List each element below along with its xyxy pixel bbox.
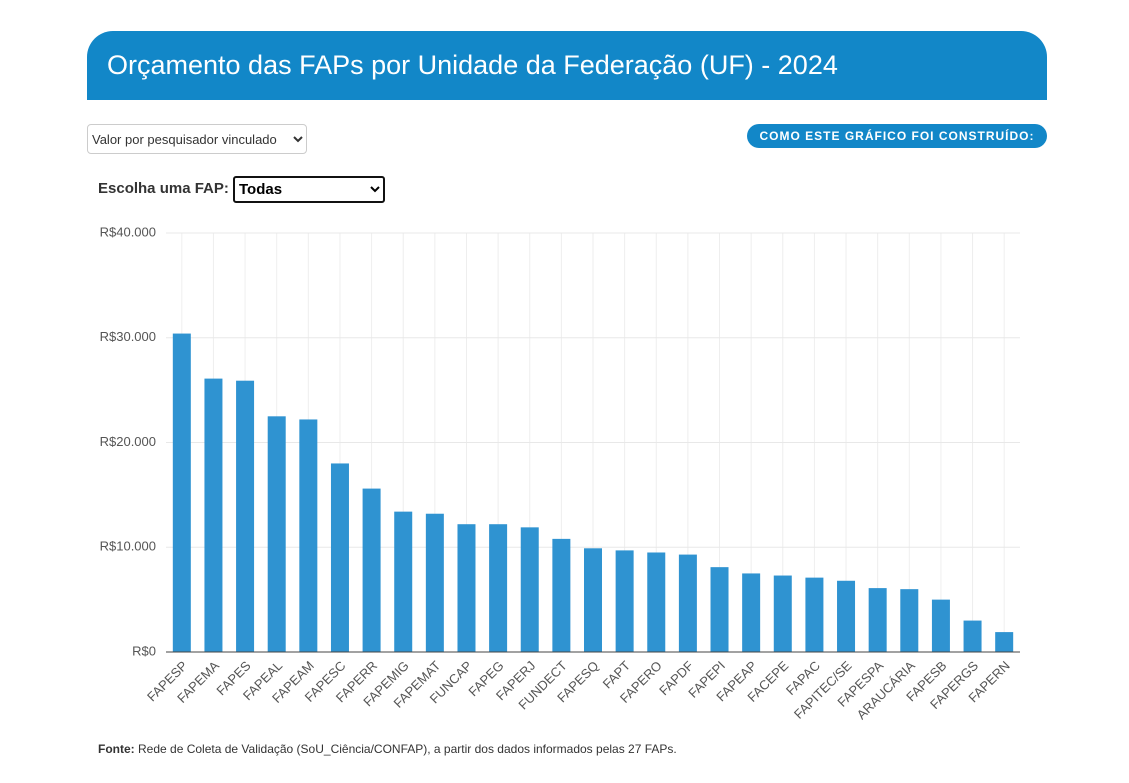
- y-tick-label: R$0: [132, 643, 156, 658]
- bar: [678, 554, 697, 652]
- x-tick-label: FAPEPI: [685, 658, 728, 701]
- fap-label: Escolha uma FAP:: [98, 180, 229, 197]
- bar: [236, 380, 255, 652]
- x-tick-label: FAPERJ: [493, 658, 538, 703]
- bar: [394, 511, 413, 652]
- header: Orçamento das FAPs por Unidade da Federa…: [87, 31, 1047, 100]
- x-tick-label: FAPERN: [965, 658, 1012, 705]
- bar: [868, 588, 887, 652]
- bar: [615, 550, 634, 652]
- y-tick-label: R$40.000: [100, 224, 156, 239]
- x-tick-label: FAPEMIG: [360, 658, 411, 709]
- footer: Fonte: Rede de Coleta de Validação (SoU_…: [98, 742, 677, 756]
- x-tick-label: FAPERO: [617, 658, 665, 706]
- x-tick-label: FACEPE: [744, 658, 791, 705]
- bar: [520, 527, 539, 652]
- x-tick-label: FAPAC: [783, 658, 823, 698]
- metric-select[interactable]: Valor por pesquisador vinculado: [87, 124, 307, 154]
- x-tick-label: FAPEAM: [269, 658, 317, 706]
- bar: [742, 573, 761, 652]
- y-tick-label: R$30.000: [100, 329, 156, 344]
- bar: [267, 416, 286, 652]
- method-button[interactable]: COMO ESTE GRÁFICO FOI CONSTRUÍDO:: [747, 124, 1047, 148]
- bar: [963, 620, 982, 652]
- x-tick-label: FAPESB: [903, 658, 949, 704]
- x-tick-label: FAPEAP: [713, 658, 759, 704]
- x-tick-label: FAPEAL: [240, 658, 285, 703]
- bar: [552, 538, 571, 652]
- bar: [931, 599, 950, 652]
- footer-label: Fonte:: [98, 742, 135, 756]
- x-tick-label: ARAUCÁRIA: [854, 658, 918, 722]
- x-tick-label: FAPERGS: [927, 658, 981, 712]
- y-tick-label: R$20.000: [100, 434, 156, 449]
- x-tick-label: FAPESQ: [554, 658, 601, 705]
- bar: [710, 567, 729, 652]
- x-tick-label: FAPEG: [465, 658, 506, 699]
- footer-text: Rede de Coleta de Validação (SoU_Ciência…: [138, 742, 677, 756]
- x-tick-label: FAPERR: [333, 658, 380, 705]
- x-tick-label: FUNDECT: [515, 658, 570, 713]
- bar: [299, 419, 318, 652]
- x-tick-label: FUNCAP: [427, 658, 475, 706]
- bar: [837, 580, 856, 652]
- x-tick-label: FAPES: [213, 658, 253, 698]
- bar: [362, 488, 381, 652]
- bar: [489, 524, 508, 652]
- bar: [172, 333, 191, 652]
- y-tick-label: R$10.000: [100, 539, 156, 554]
- bar: [647, 552, 666, 652]
- x-tick-label: FAPT: [600, 658, 634, 692]
- bar: [584, 548, 602, 652]
- x-tick-label: FAPITEC/SE: [791, 658, 855, 722]
- bar: [805, 577, 824, 652]
- x-tick-label: FAPEMA: [174, 658, 222, 706]
- bar: [457, 524, 476, 652]
- bar: [425, 513, 444, 652]
- bar: [204, 378, 223, 652]
- x-tick-label: FAPESC: [302, 658, 349, 705]
- page-title: Orçamento das FAPs por Unidade da Federa…: [107, 50, 838, 80]
- bar: [773, 575, 792, 652]
- x-tick-label: FAPEMAT: [391, 658, 444, 711]
- bar: [330, 463, 349, 652]
- x-tick-label: FAPESPA: [834, 658, 886, 710]
- x-tick-label: FAPESP: [144, 658, 190, 704]
- x-tick-label: FAPDF: [656, 658, 696, 698]
- bar: [995, 632, 1014, 652]
- fap-select[interactable]: Todas: [233, 176, 385, 203]
- bar: [900, 589, 919, 652]
